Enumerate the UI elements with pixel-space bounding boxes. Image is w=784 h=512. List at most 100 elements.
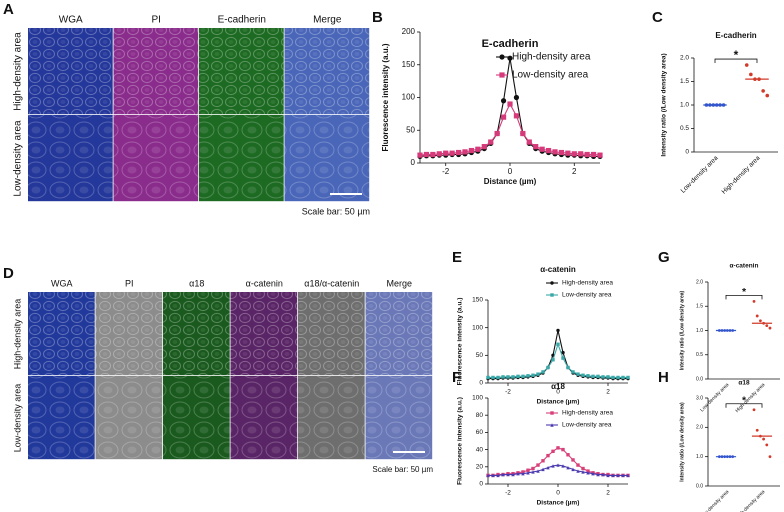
marker <box>417 152 423 158</box>
y-tick-label: 2.0 <box>696 279 703 285</box>
micrograph-texture <box>28 28 113 115</box>
marker <box>561 464 565 468</box>
marker <box>546 365 550 370</box>
chart-title: α18 <box>738 380 750 387</box>
legend-label: Low-density area <box>562 422 612 429</box>
y-tick-label: 50 <box>406 125 415 134</box>
x-tick-label: 0 <box>508 167 513 176</box>
legend-label: High-density area <box>562 410 613 417</box>
marker <box>533 144 539 150</box>
marker <box>552 149 558 155</box>
marker <box>581 466 585 471</box>
marker <box>621 473 625 478</box>
marker <box>596 472 600 477</box>
significance-bracket <box>714 58 758 64</box>
marker <box>626 473 630 478</box>
panel-label: F <box>452 369 461 386</box>
marker <box>513 94 520 101</box>
marker <box>597 152 603 158</box>
marker <box>449 150 455 156</box>
row-label: High-density area <box>13 32 24 111</box>
marker <box>443 150 449 156</box>
y-tick-label: 40 <box>476 446 484 453</box>
x-tick-label: Low-density area <box>699 382 730 413</box>
marker <box>526 468 530 472</box>
series-line <box>419 102 601 156</box>
micrograph-texture <box>284 28 370 115</box>
marker <box>501 472 505 477</box>
column-header: E-cadherin <box>218 15 266 26</box>
row-label: High-density area <box>12 299 22 370</box>
marker <box>545 147 552 154</box>
marker <box>468 147 475 154</box>
marker <box>601 472 605 477</box>
marker <box>601 375 605 379</box>
marker <box>565 150 571 156</box>
legend-marker <box>550 293 554 297</box>
significance-star: * <box>742 286 747 298</box>
scale-bar-text: Scale bar: 50 µm <box>372 465 433 474</box>
marker <box>586 374 590 378</box>
marker <box>556 463 560 467</box>
panel-label: B <box>372 9 383 26</box>
legend-label: High-density area <box>512 52 591 63</box>
y-tick-label: 150 <box>472 297 483 304</box>
micrograph-texture <box>365 376 433 460</box>
legend-marker <box>499 72 505 78</box>
legend-label: Low-density area <box>562 292 612 299</box>
y-axis-label: Intensity ratio (/Low density area) <box>679 402 685 482</box>
marker <box>496 375 500 380</box>
y-axis-label: Fluorescence intensity (a.u.) <box>381 43 390 151</box>
data-point <box>768 455 772 459</box>
marker <box>546 453 550 458</box>
marker <box>576 469 580 473</box>
data-point <box>752 408 756 412</box>
marker <box>571 458 575 462</box>
y-axis-label: Intensity ratio (/Low density area) <box>661 53 668 156</box>
marker <box>531 466 535 471</box>
micrograph-texture <box>95 376 163 460</box>
x-tick-label: High-density area <box>721 154 762 195</box>
y-tick-label: 0 <box>411 158 416 167</box>
column-header: α18/α-catenin <box>304 278 359 288</box>
y-tick-label: 100 <box>402 93 416 102</box>
significance-star: * <box>742 395 747 407</box>
marker <box>571 151 577 157</box>
marker <box>551 358 555 362</box>
y-tick-label: 80 <box>476 412 484 419</box>
micrograph-texture <box>298 376 365 460</box>
marker <box>511 375 515 379</box>
marker <box>571 370 575 374</box>
marker <box>551 464 555 468</box>
micrograph-texture <box>163 376 230 460</box>
micrograph-texture <box>28 292 95 376</box>
marker <box>576 463 580 467</box>
micrograph-texture <box>230 376 298 460</box>
legend-marker <box>550 411 554 415</box>
marker <box>501 375 505 379</box>
y-tick-label: 100 <box>472 395 483 402</box>
marker <box>531 373 535 377</box>
x-tick-label: 2 <box>606 389 610 396</box>
chart-title: E-cadherin <box>715 31 756 40</box>
micrograph-texture <box>199 28 284 115</box>
legend-label: Low-density area <box>512 70 589 81</box>
x-tick-label: High-density area <box>734 489 766 512</box>
marker <box>430 151 436 158</box>
data-point <box>762 437 765 441</box>
marker <box>571 467 575 472</box>
y-tick-label: 20 <box>476 464 484 471</box>
panel-label: H <box>658 369 669 386</box>
marker <box>455 149 462 156</box>
data-point <box>765 443 769 447</box>
y-axis-label: Fluorescence intensity (a.u.) <box>457 298 464 386</box>
column-header: α18 <box>189 278 204 288</box>
marker <box>586 471 590 475</box>
y-tick-label: 0.5 <box>696 352 703 358</box>
x-tick-label: -2 <box>505 490 511 497</box>
series-line <box>488 447 628 476</box>
series-line <box>488 342 628 379</box>
y-tick-label: 0 <box>479 380 483 387</box>
y-tick-label: 0.0 <box>696 483 703 489</box>
marker <box>520 130 526 137</box>
